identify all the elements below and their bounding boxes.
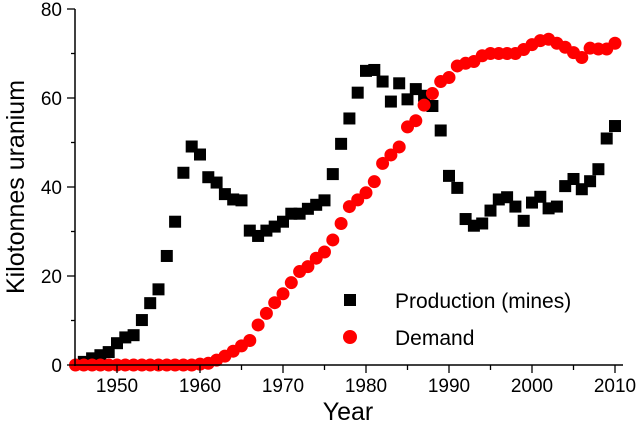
production-point	[451, 181, 464, 194]
demand-point	[301, 260, 315, 274]
x-tick-label: 1950	[96, 376, 138, 397]
production-point	[534, 190, 547, 203]
demand-point	[359, 186, 373, 200]
x-axis-label: Year	[323, 398, 374, 426]
production-point	[335, 137, 348, 150]
production-point	[343, 112, 356, 125]
production-point	[584, 175, 597, 188]
x-tick-label: 2000	[511, 376, 553, 397]
demand-point	[409, 114, 423, 128]
production-point	[600, 132, 613, 145]
x-tick-label: 1980	[345, 376, 387, 397]
production-point	[517, 214, 530, 227]
demand-point	[425, 87, 439, 101]
production-point	[210, 176, 223, 189]
production-point	[152, 283, 165, 296]
production-point	[351, 86, 364, 99]
legend: Production (mines) Demand	[343, 290, 571, 350]
series-demand	[69, 32, 622, 372]
demand-point	[442, 71, 456, 85]
x-tick-label: 1970	[262, 376, 304, 397]
legend-label-production: Production (mines)	[395, 290, 571, 313]
production-point	[160, 249, 173, 262]
production-point	[401, 93, 414, 106]
production-point	[376, 75, 389, 88]
demand-point	[384, 148, 398, 162]
production-point	[609, 120, 621, 133]
x-tick-label: 1990	[428, 376, 470, 397]
demand-point	[608, 36, 622, 50]
y-tick-label: 20	[41, 267, 62, 288]
demand-point	[417, 98, 431, 112]
demand-point	[367, 175, 381, 189]
production-point	[318, 194, 331, 207]
production-point	[194, 148, 206, 161]
production-point	[509, 200, 522, 213]
y-tick-label: 60	[41, 89, 62, 110]
production-point	[127, 329, 140, 342]
x-tick-label: 2010	[594, 376, 636, 397]
demand-point	[575, 51, 589, 65]
y-tick-label: 40	[41, 178, 62, 199]
demand-point	[392, 140, 406, 154]
demand-point	[284, 276, 298, 290]
production-point	[567, 172, 580, 185]
production-point	[177, 166, 190, 179]
demand-point	[243, 334, 257, 348]
production-point	[434, 124, 447, 137]
production-point	[484, 204, 497, 217]
demand-point	[326, 233, 340, 247]
legend-marker-production	[344, 294, 356, 306]
demand-point	[334, 216, 348, 230]
production-point	[169, 215, 182, 228]
demand-point	[376, 156, 390, 170]
production-point	[592, 163, 605, 176]
plot-marks	[69, 32, 622, 372]
demand-point	[318, 245, 331, 259]
y-axis-label: Kilotonnes uranium	[2, 80, 30, 294]
demand-point	[259, 306, 273, 320]
production-point	[443, 169, 455, 182]
ticks	[67, 8, 616, 373]
production-point	[393, 77, 406, 90]
production-point	[326, 168, 339, 181]
x-tick-label: 1960	[179, 376, 221, 397]
demand-point	[268, 296, 282, 310]
production-point	[368, 63, 381, 76]
production-point	[144, 297, 157, 310]
demand-point	[276, 287, 290, 301]
demand-point	[251, 318, 265, 332]
y-tick-label: 80	[41, 0, 62, 21]
production-point	[501, 191, 514, 204]
legend-label-demand: Demand	[395, 327, 474, 350]
y-tick-label: 0	[51, 356, 62, 377]
production-point	[476, 217, 489, 230]
production-point	[550, 200, 563, 213]
production-point	[135, 314, 148, 327]
series-production	[77, 63, 621, 368]
production-point	[384, 95, 397, 108]
production-point	[235, 194, 248, 207]
legend-marker-demand	[343, 330, 357, 344]
